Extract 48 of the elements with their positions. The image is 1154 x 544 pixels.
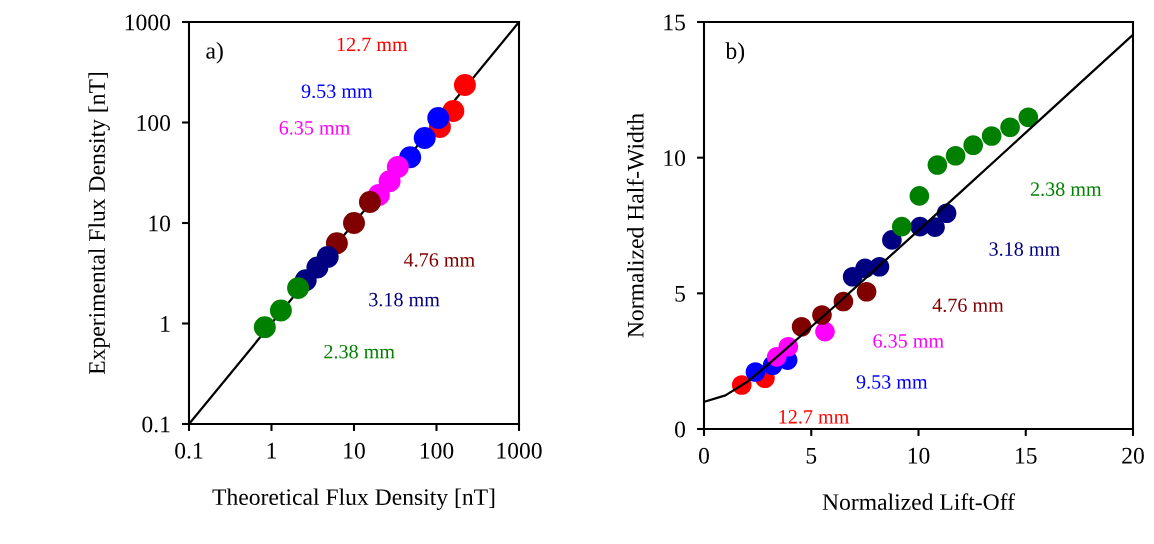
- y-tick-label: 10: [664, 150, 686, 167]
- text: 12.7 mm: [337, 37, 408, 52]
- text: 4.76 mm: [932, 298, 1004, 313]
- y-tick-label: 1000: [125, 14, 171, 31]
- point: [1000, 117, 1020, 138]
- series-label: 6.35 mm: [873, 334, 944, 348]
- x-tick-label: 100: [420, 442, 454, 459]
- point: [882, 230, 902, 250]
- point: [856, 281, 877, 302]
- x-tick-label: 15: [1016, 447, 1037, 464]
- x-tick-label: 10: [908, 447, 930, 464]
- x-tick-label: 5: [806, 447, 817, 464]
- annotation: a): [206, 42, 223, 64]
- point: [815, 321, 835, 342]
- x-tick-label: 1: [267, 442, 276, 459]
- x-tick-label: 10: [344, 442, 365, 459]
- text: 3.18 mm: [369, 292, 440, 307]
- y-tick-label: 0.1: [142, 416, 170, 433]
- y-tick-label: 1: [161, 316, 170, 332]
- y-tick-label: 100: [137, 114, 171, 131]
- y-axis-title: Experimental Flux Density [nT]: [88, 72, 110, 375]
- point: [927, 155, 948, 175]
- x-axis-title: Theoretical Flux Density [nT]: [212, 488, 495, 510]
- point: [945, 145, 966, 166]
- text: 9.53 mm: [301, 84, 373, 99]
- y-axis-title: Normalized Half-Width: [626, 113, 644, 338]
- point: [909, 186, 930, 206]
- text: 6.35 mm: [279, 121, 350, 135]
- point: [891, 216, 912, 237]
- text: 4.76 mm: [403, 253, 475, 267]
- y-tick-label: 5: [675, 286, 686, 302]
- series-label: 12.7 mm: [779, 410, 850, 424]
- text: 3.18 mm: [989, 242, 1060, 256]
- point: [1018, 107, 1039, 128]
- text: 9.53 mm: [856, 375, 928, 389]
- x-tick-label: 0: [699, 447, 709, 464]
- point: [981, 126, 1002, 146]
- y-tick-label: 10: [149, 215, 171, 232]
- annotation: b): [725, 42, 745, 64]
- y-tick-label: 15: [664, 14, 686, 31]
- x-tick-label: 1000: [497, 442, 542, 459]
- y-tick-label: 0: [675, 421, 686, 438]
- text: 2.38 mm: [324, 344, 395, 359]
- x-tick-label: 0.1: [175, 442, 203, 459]
- x-tick-label: 20: [1122, 447, 1144, 464]
- x-axis-title: Normalized Lift-Off: [822, 493, 1015, 511]
- text: 2.38 mm: [1030, 182, 1102, 196]
- point: [963, 135, 984, 156]
